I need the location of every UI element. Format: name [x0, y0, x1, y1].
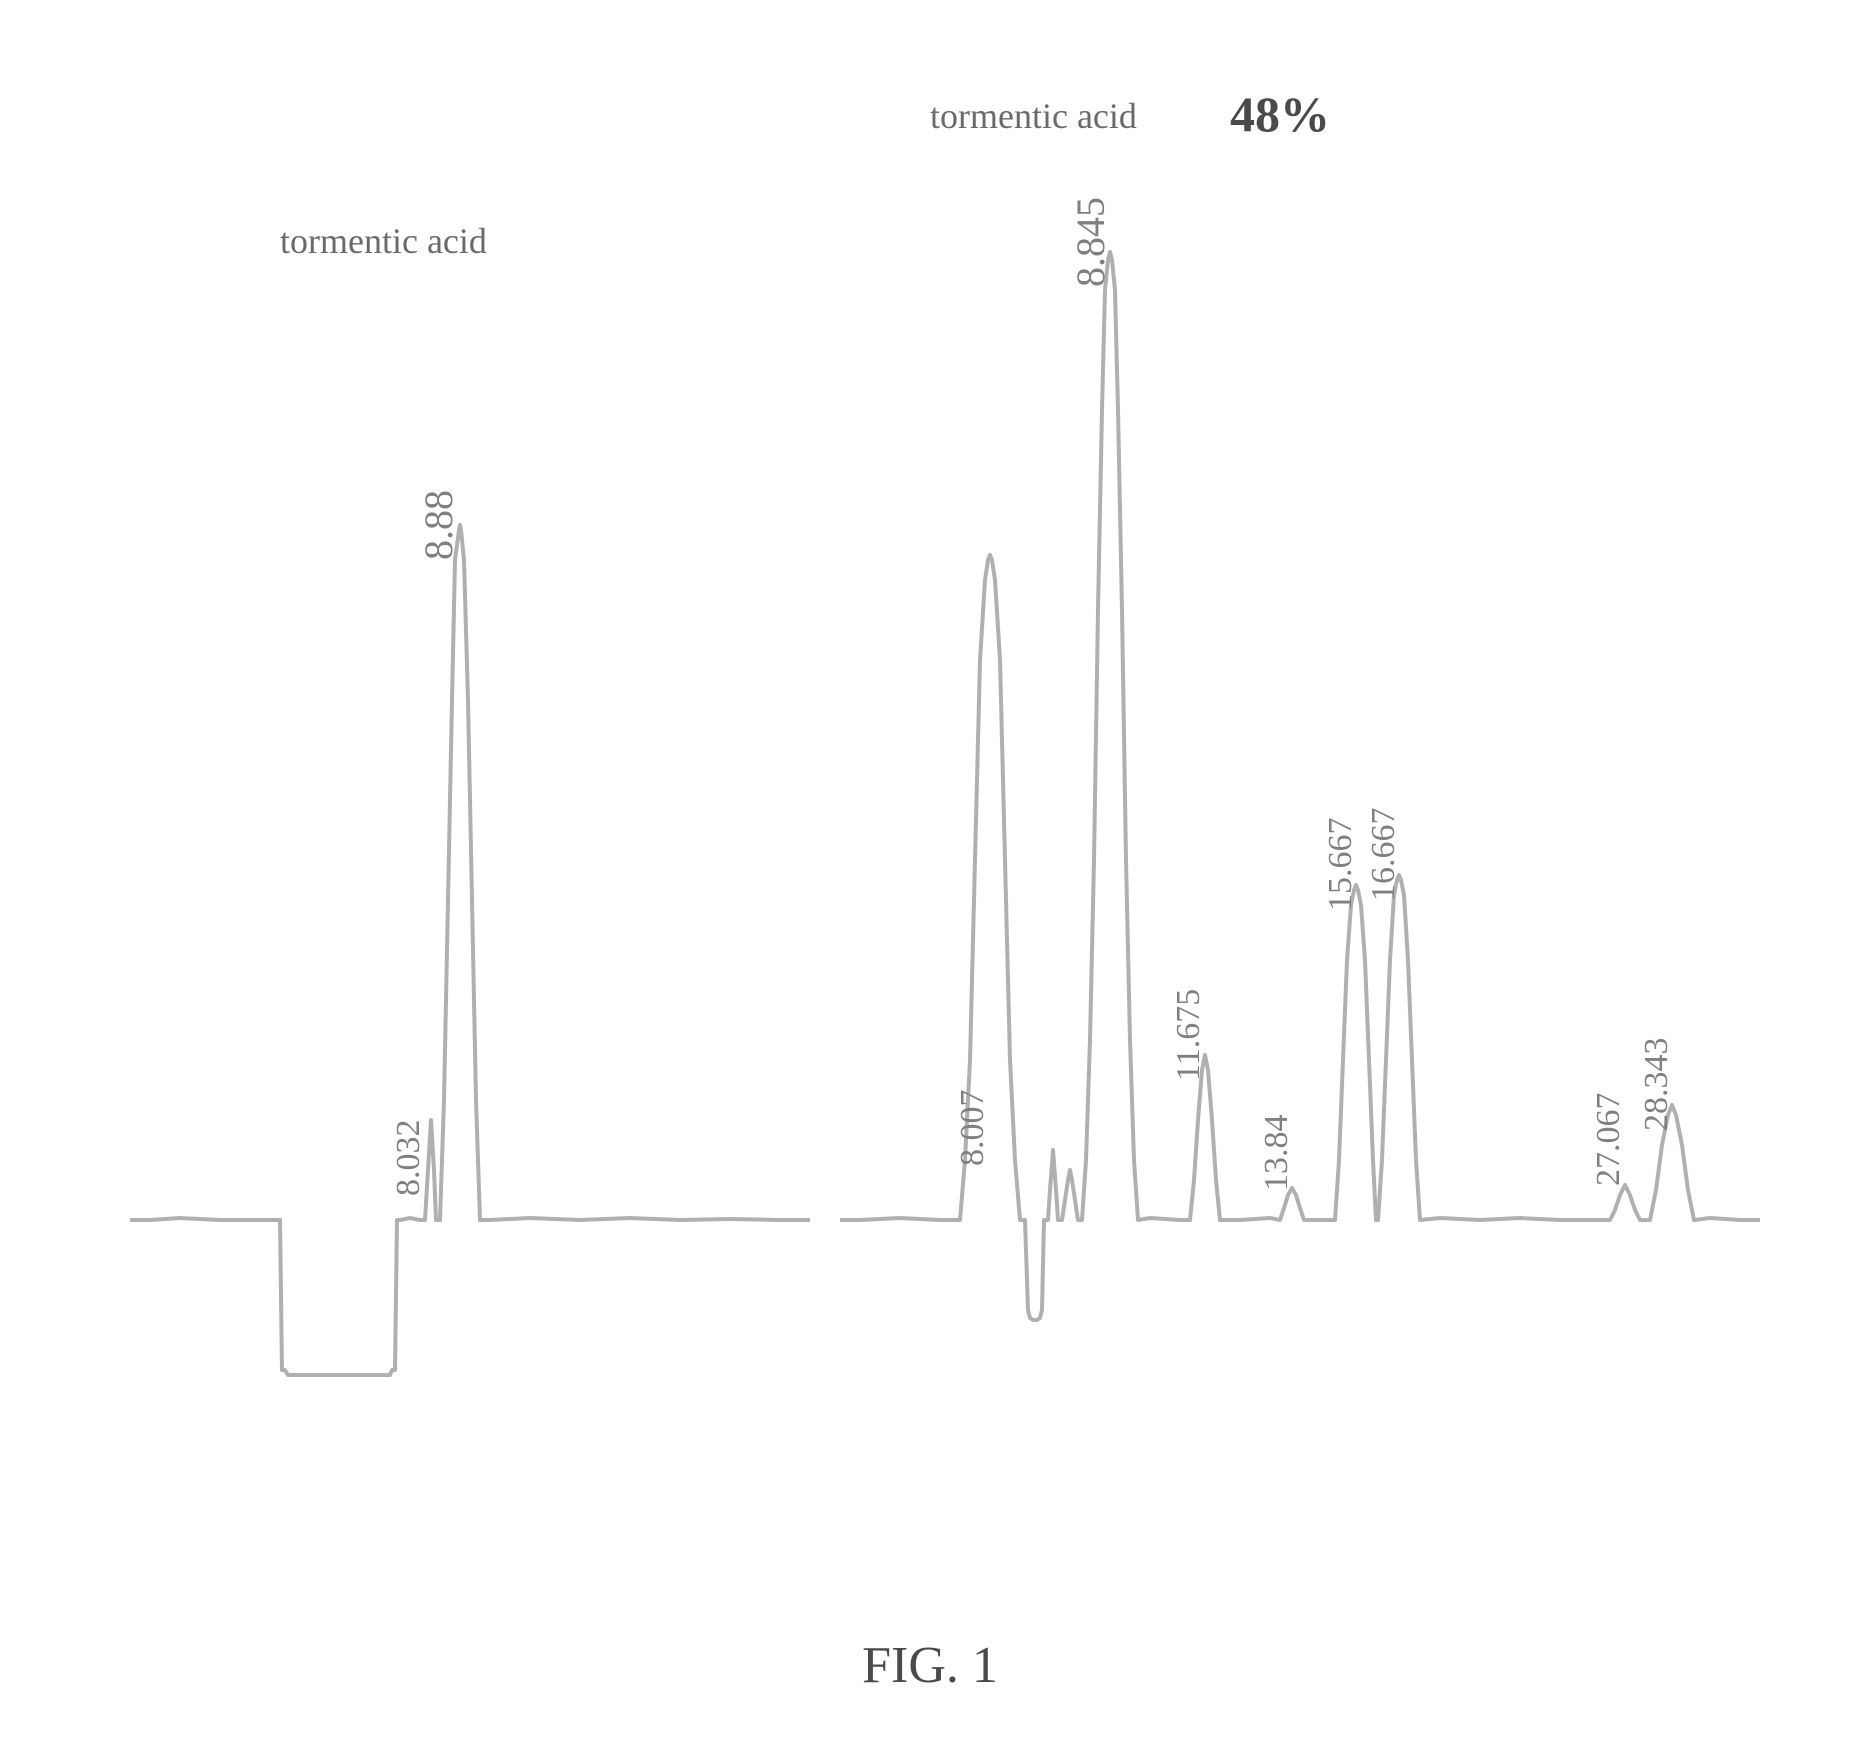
peak-label: 16.667: [1365, 808, 1403, 902]
right-chart-title: tormentic acid: [930, 95, 1137, 137]
figure-container: tormentic acid 8.0328.88 tormentic acid …: [100, 60, 1760, 1560]
peak-label: 15.667: [1322, 818, 1360, 912]
left-chart-title: tormentic acid: [280, 220, 487, 262]
left-peak-labels: 8.032 8.88: [130, 300, 810, 1380]
peak-label: 27.067: [1590, 1093, 1628, 1187]
right-chart-percent: 48%: [1230, 85, 1330, 143]
figure-caption: FIG. 1: [862, 1636, 998, 1695]
right-peak-labels: 8.007 8.845 11.675 13.84 15.66716.667 27.067 2…: [840, 160, 1760, 1360]
peak-label: 8.88: [415, 490, 462, 560]
peak-label: 13.84: [1258, 1115, 1296, 1192]
peak-label: 8.845: [1067, 197, 1114, 287]
peak-label: 28.343: [1638, 1038, 1676, 1132]
peak-label: 8.007: [954, 1090, 992, 1167]
peak-label: 8.032: [390, 1120, 428, 1197]
peak-label: 11.675: [1170, 989, 1208, 1081]
